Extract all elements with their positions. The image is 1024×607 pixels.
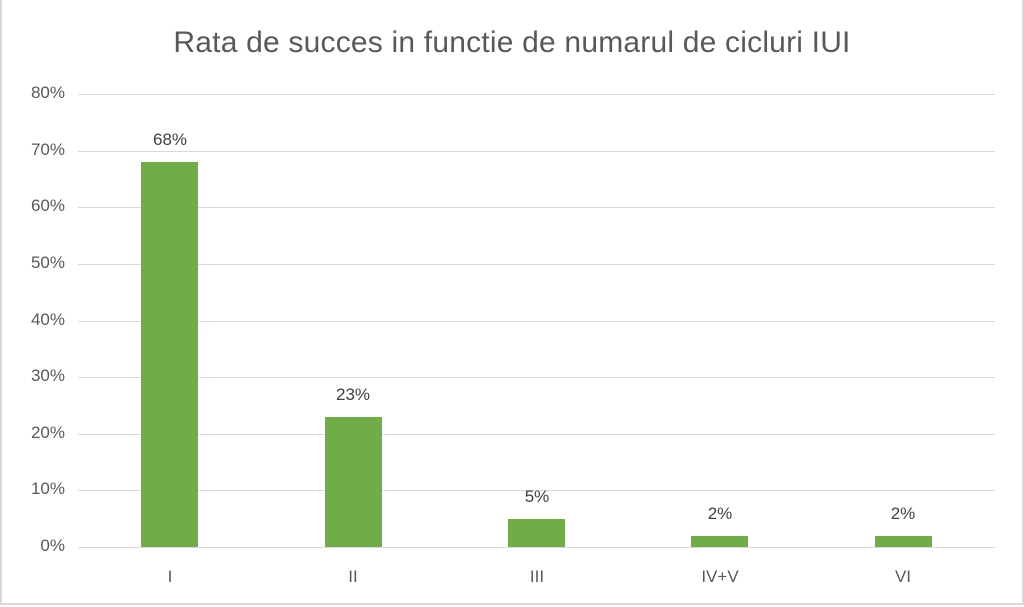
data-label: 5% — [524, 487, 550, 506]
data-label: 23% — [335, 385, 371, 404]
y-tick-label: 0% — [40, 536, 65, 555]
y-tick-label: 20% — [30, 423, 65, 442]
bar — [875, 536, 932, 547]
y-tick-label: 40% — [30, 310, 65, 329]
x-category-label: VI — [894, 567, 912, 586]
bar — [141, 162, 198, 547]
y-tick-label: 30% — [30, 366, 65, 385]
x-category-label: IV+V — [701, 567, 739, 586]
y-tick-label: 10% — [30, 479, 65, 498]
gridline — [78, 321, 995, 322]
y-tick-label: 80% — [30, 83, 65, 102]
x-category-label: I — [167, 567, 173, 586]
y-tick-label: 60% — [30, 196, 65, 215]
gridline — [78, 151, 995, 152]
gridline — [78, 377, 995, 378]
data-label: 2% — [707, 504, 733, 523]
data-label: 68% — [152, 130, 188, 149]
y-tick-label: 70% — [30, 140, 65, 159]
bar — [325, 417, 382, 547]
bar — [691, 536, 748, 547]
chart-title: Rata de succes in functie de numarul de … — [173, 26, 851, 59]
bar — [508, 519, 565, 547]
gridline — [78, 264, 995, 265]
x-category-label: III — [529, 567, 545, 586]
gridline — [78, 434, 995, 435]
x-category-label: II — [348, 567, 358, 586]
gridline — [78, 94, 995, 95]
gridline — [78, 207, 995, 208]
gridline — [78, 547, 995, 548]
data-label: 2% — [890, 504, 916, 523]
y-tick-label: 50% — [30, 253, 65, 272]
gridline — [78, 490, 995, 491]
